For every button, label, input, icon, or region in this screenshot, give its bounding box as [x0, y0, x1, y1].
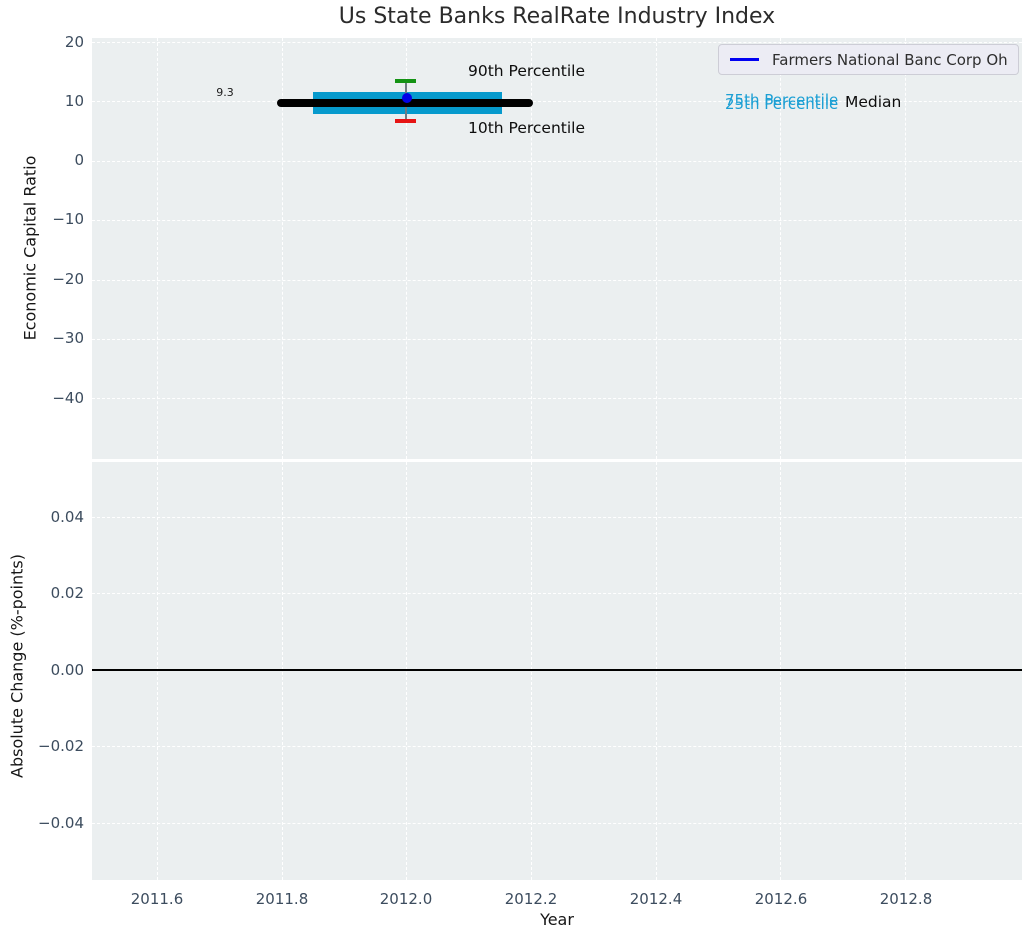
top-y-tick-label: −40 — [52, 389, 84, 407]
top-plot-area: 9.3 90th Percentile 10th Percentile 75th… — [92, 38, 1022, 459]
gridline — [780, 462, 781, 880]
bottom-y-tick-label: 0.04 — [50, 508, 84, 526]
gridline — [92, 398, 1022, 399]
bottom-y-axis-label: Absolute Change (%-points) — [7, 554, 27, 778]
gridline — [92, 161, 1022, 162]
bottom-plot-area — [92, 462, 1022, 880]
x-tick-label: 2011.6 — [130, 890, 184, 908]
zero-line — [92, 669, 1022, 671]
gridline — [282, 38, 283, 459]
x-tick-label: 2012.0 — [379, 890, 433, 908]
x-tick-label: 2012.6 — [754, 890, 808, 908]
x-tick-label: 2012.8 — [879, 890, 933, 908]
gridline — [157, 462, 158, 880]
bottom-y-tick-label: 0.00 — [50, 661, 84, 679]
chart-title: Us State Banks RealRate Industry Index — [338, 4, 776, 29]
p75-annotation: 75th Percentile — [725, 91, 839, 109]
top-y-tick-label: 10 — [64, 92, 84, 110]
median-line — [277, 99, 533, 107]
gridline — [157, 38, 158, 459]
bottom-y-tick-label: −0.02 — [38, 737, 84, 755]
gridline — [92, 220, 1022, 221]
p10-cap — [395, 119, 416, 123]
company-value-dot — [402, 93, 412, 103]
legend-line-swatch — [730, 57, 759, 62]
top-y-tick-label: −30 — [52, 329, 84, 347]
median-value-annotation: 9.3 — [216, 86, 234, 99]
gridline — [92, 42, 1022, 43]
p10-annotation: 10th Percentile — [468, 119, 586, 137]
bottom-y-tick-label: −0.04 — [38, 814, 84, 832]
bottom-y-tick-label: 0.02 — [50, 584, 84, 602]
gridline — [905, 462, 906, 880]
x-tick-label: 2012.4 — [629, 890, 683, 908]
gridline — [780, 38, 781, 459]
top-y-tick-label: 20 — [64, 33, 84, 51]
gridline — [92, 280, 1022, 281]
gridline — [92, 517, 1022, 518]
x-axis-label: Year — [540, 910, 574, 929]
p90-cap — [395, 79, 416, 83]
gridline — [92, 593, 1022, 594]
x-tick-label: 2012.2 — [504, 890, 558, 908]
x-tick-label: 2011.8 — [255, 890, 309, 908]
top-y-tick-label: −10 — [52, 210, 84, 228]
top-y-tick-label: −20 — [52, 270, 84, 288]
gridline — [656, 38, 657, 459]
gridline — [92, 746, 1022, 747]
gridline — [282, 462, 283, 880]
legend: Farmers National Banc Corp Oh — [718, 44, 1019, 75]
gridline — [656, 462, 657, 880]
gridline — [531, 462, 532, 880]
median-annotation: Median — [845, 93, 902, 111]
gridline — [92, 823, 1022, 824]
gridline — [92, 101, 1022, 102]
gridline — [406, 462, 407, 880]
gridline — [92, 339, 1022, 340]
top-y-tick-label: 0 — [74, 151, 84, 169]
gridline — [406, 38, 407, 459]
gridline — [905, 38, 906, 459]
top-y-axis-label: Economic Capital Ratio — [20, 155, 40, 341]
p90-annotation: 90th Percentile — [468, 62, 586, 80]
legend-label: Farmers National Banc Corp Oh — [772, 50, 1008, 69]
p25-annotation: 25th Percentile — [725, 95, 839, 113]
gridline — [531, 38, 532, 459]
